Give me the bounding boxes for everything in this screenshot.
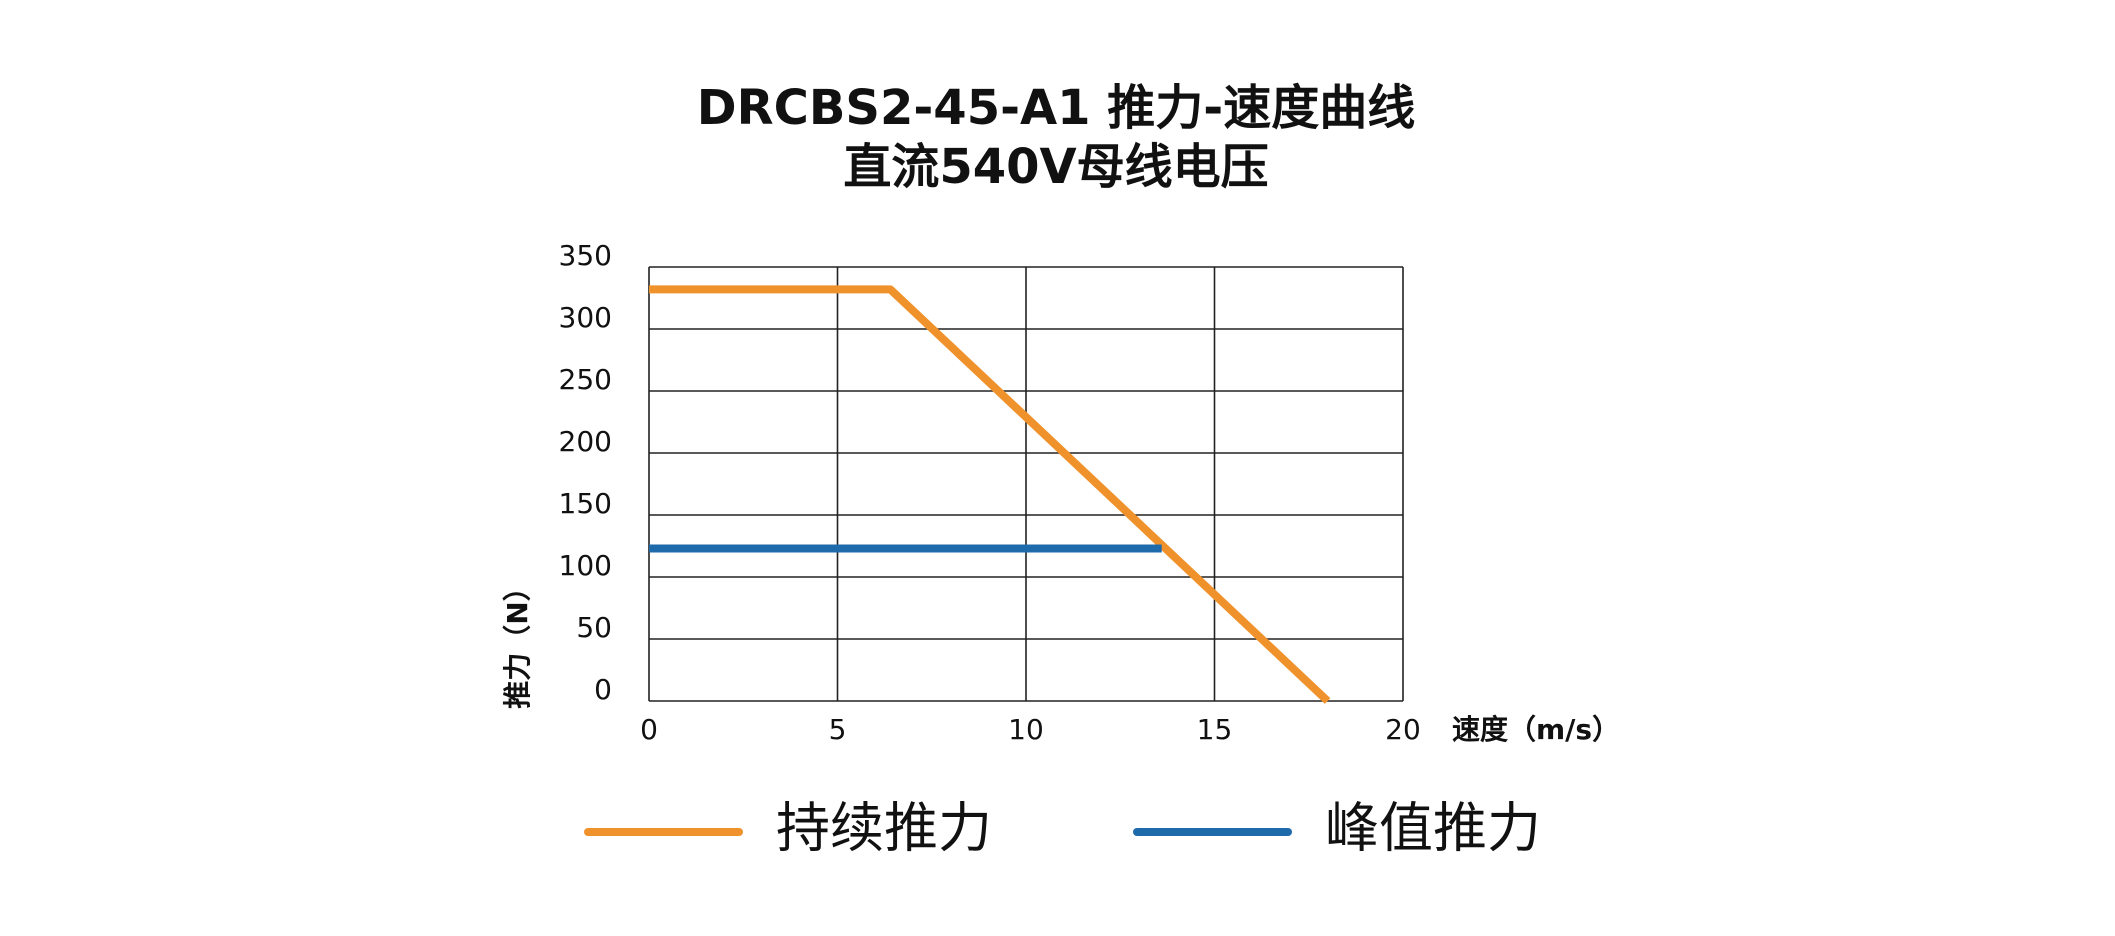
y-tick-label: 350 bbox=[559, 239, 612, 272]
x-tick-label: 20 bbox=[1385, 713, 1421, 746]
y-tick-label: 50 bbox=[576, 611, 612, 644]
chart-subtitle: 直流540V母线电压 bbox=[843, 139, 1268, 195]
y-tick-label: 250 bbox=[559, 363, 612, 396]
x-tick-label: 0 bbox=[640, 713, 658, 746]
x-tick-label: 5 bbox=[829, 713, 847, 746]
y-tick-label: 200 bbox=[559, 425, 612, 458]
legend-label: 峰值推力 bbox=[1325, 797, 1541, 860]
x-tick-label: 10 bbox=[1008, 713, 1044, 746]
y-tick-label: 150 bbox=[559, 487, 612, 520]
legend-label: 持续推力 bbox=[776, 797, 992, 860]
x-tick-label: 15 bbox=[1197, 713, 1233, 746]
y-tick-label: 0 bbox=[594, 673, 612, 706]
series-line bbox=[649, 285, 1331, 704]
y-tick-label: 100 bbox=[559, 549, 612, 582]
y-tick-label: 300 bbox=[559, 301, 612, 334]
chart-title: DRCBS2-45-A1 推力-速度曲线 bbox=[697, 80, 1415, 136]
x-axis-label: 速度（m/s） bbox=[1452, 713, 1620, 746]
y-axis-label: 推力（N） bbox=[501, 573, 534, 708]
